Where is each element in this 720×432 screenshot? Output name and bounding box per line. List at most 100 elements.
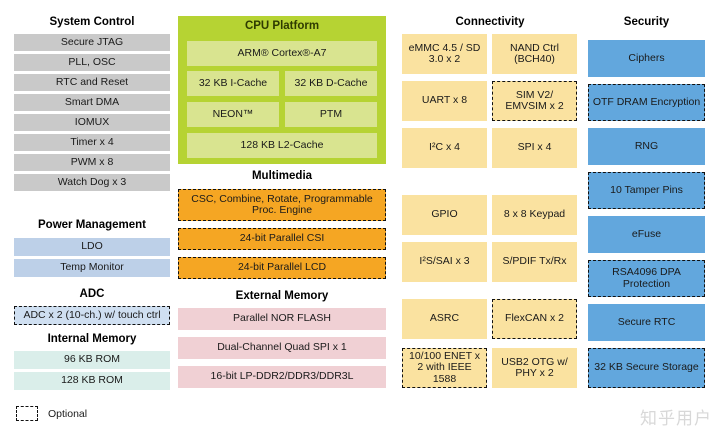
- block-secure-jtag[interactable]: Secure JTAG: [14, 34, 170, 51]
- block-label: RNG: [634, 139, 659, 152]
- block-parallel-nor-flash[interactable]: Parallel NOR FLASH: [178, 308, 386, 330]
- block-arm-cortex-a7[interactable]: ARM® Cortex®-A7: [187, 41, 377, 66]
- block-d-cache[interactable]: 32 KB D-Cache: [285, 71, 377, 96]
- block-label: 16-bit LP-DDR2/DDR3/DDR3L: [210, 370, 354, 383]
- block-adc[interactable]: ADC x 2 (10-ch.) w/ touch ctrl: [14, 306, 170, 325]
- block-label: 24-bit Parallel LCD: [237, 261, 327, 274]
- block-label: 24-bit Parallel CSI: [239, 232, 325, 245]
- block-rsa4096-dpa-protection[interactable]: RSA4096 DPA Protection: [588, 260, 705, 297]
- block-label: Smart DMA: [64, 95, 120, 108]
- block-label: SIM V2/ EMVSIM x 2: [505, 88, 564, 112]
- block-label: 32 KB D-Cache: [294, 76, 368, 89]
- block-tamper-pins[interactable]: 10 Tamper Pins: [588, 172, 705, 209]
- block-label: Dual-Channel Quad SPI x 1: [217, 341, 347, 354]
- block-asrc[interactable]: ASRC: [402, 299, 487, 339]
- block-csc-combine-rotate-ppe[interactable]: CSC, Combine, Rotate, Programmable Proc.…: [178, 189, 386, 221]
- block-emmc-sd[interactable]: eMMC 4.5 / SD 3.0 x 2: [402, 34, 487, 74]
- block-watch-dog[interactable]: Watch Dog x 3: [14, 174, 170, 191]
- block-label: I²S/SAI x 3: [419, 255, 470, 268]
- block-ldo[interactable]: LDO: [14, 238, 170, 256]
- group-title-cpu-platform: CPU Platform: [244, 20, 320, 32]
- block-spdif[interactable]: S/PDIF Tx/Rx: [492, 242, 577, 282]
- block-enet[interactable]: 10/100 ENET x 2 with IEEE 1588: [402, 348, 487, 388]
- group-title-system-control: System Control: [49, 16, 135, 28]
- block-quad-spi[interactable]: Dual-Channel Quad SPI x 1: [178, 337, 386, 359]
- block-label: 96 KB ROM: [63, 353, 121, 366]
- block-label: Secure RTC: [617, 315, 676, 328]
- group-title-adc: ADC: [79, 288, 105, 300]
- block-label: Watch Dog x 3: [57, 175, 127, 188]
- block-gpio[interactable]: GPIO: [402, 195, 487, 235]
- block-label: eMMC 4.5 / SD 3.0 x 2: [408, 41, 481, 65]
- block-label: RTC and Reset: [55, 75, 129, 88]
- block-label: 8 x 8 Keypad: [503, 208, 566, 221]
- block-label: PWM x 8: [70, 155, 114, 168]
- block-128kb-rom[interactable]: 128 KB ROM: [14, 372, 170, 390]
- block-flexcan[interactable]: FlexCAN x 2: [492, 299, 577, 339]
- block-keypad[interactable]: 8 x 8 Keypad: [492, 195, 577, 235]
- block-label: USB2 OTG w/ PHY x 2: [501, 355, 568, 379]
- group-title-security: Security: [623, 16, 670, 28]
- block-temp-monitor[interactable]: Temp Monitor: [14, 259, 170, 277]
- block-ciphers[interactable]: Ciphers: [588, 40, 705, 77]
- block-secure-storage[interactable]: 32 KB Secure Storage: [588, 348, 705, 388]
- block-label: Parallel NOR FLASH: [232, 312, 332, 325]
- block-label: RSA4096 DPA Protection: [612, 266, 681, 290]
- block-label: Secure JTAG: [60, 35, 124, 48]
- block-label: Ciphers: [628, 51, 665, 64]
- block-label: 32 KB I-Cache: [198, 76, 268, 89]
- block-spi[interactable]: SPI x 4: [492, 128, 577, 168]
- block-label: PLL, OSC: [68, 55, 116, 68]
- block-sim-emvsim[interactable]: SIM V2/ EMVSIM x 2: [492, 81, 577, 121]
- block-label: FlexCAN x 2: [505, 312, 564, 325]
- block-i2s-sai[interactable]: I²S/SAI x 3: [402, 242, 487, 282]
- watermark: 知乎用户: [640, 409, 712, 429]
- block-label: SPI x 4: [517, 141, 552, 154]
- block-label: PTM: [319, 107, 343, 120]
- block-label: ASRC: [429, 312, 460, 325]
- block-secure-rtc[interactable]: Secure RTC: [588, 304, 705, 341]
- block-neon[interactable]: NEON™: [187, 102, 279, 127]
- block-l2-cache[interactable]: 128 KB L2-Cache: [187, 133, 377, 158]
- block-label: OTF DRAM Encryption: [592, 95, 701, 108]
- block-label: eFuse: [631, 227, 662, 240]
- block-i2c[interactable]: I²C x 4: [402, 128, 487, 168]
- block-pll-osc[interactable]: PLL, OSC: [14, 54, 170, 71]
- block-timer[interactable]: Timer x 4: [14, 134, 170, 151]
- block-rtc-and-reset[interactable]: RTC and Reset: [14, 74, 170, 91]
- block-label: S/PDIF Tx/Rx: [502, 255, 567, 268]
- block-label: Timer x 4: [70, 135, 114, 148]
- block-label: NEON™: [212, 107, 254, 120]
- block-pwm[interactable]: PWM x 8: [14, 154, 170, 171]
- legend-optional-label: Optional: [48, 408, 88, 420]
- group-title-internal-memory: Internal Memory: [47, 333, 137, 345]
- group-title-external-memory: External Memory: [235, 290, 329, 302]
- block-nand-ctrl[interactable]: NAND Ctrl (BCH40): [492, 34, 577, 74]
- block-label: I²C x 4: [429, 141, 460, 154]
- block-label: UART x 8: [421, 94, 468, 107]
- block-parallel-csi[interactable]: 24-bit Parallel CSI: [178, 228, 386, 250]
- block-label: GPIO: [431, 208, 458, 221]
- block-label: ARM® Cortex®-A7: [237, 46, 327, 59]
- group-title-multimedia: Multimedia: [251, 170, 313, 182]
- block-rng[interactable]: RNG: [588, 128, 705, 165]
- group-title-connectivity: Connectivity: [455, 16, 525, 28]
- block-otf-dram-encryption[interactable]: OTF DRAM Encryption: [588, 84, 705, 121]
- block-96kb-rom[interactable]: 96 KB ROM: [14, 351, 170, 369]
- block-label: 10/100 ENET x 2 with IEEE 1588: [408, 349, 480, 385]
- group-title-power-management: Power Management: [38, 219, 146, 231]
- block-iomux[interactable]: IOMUX: [14, 114, 170, 131]
- block-label: ADC x 2 (10-ch.) w/ touch ctrl: [23, 308, 161, 321]
- block-smart-dma[interactable]: Smart DMA: [14, 94, 170, 111]
- block-label: LDO: [81, 240, 103, 253]
- block-parallel-lcd[interactable]: 24-bit Parallel LCD: [178, 257, 386, 279]
- block-i-cache[interactable]: 32 KB I-Cache: [187, 71, 279, 96]
- block-usb2-otg[interactable]: USB2 OTG w/ PHY x 2: [492, 348, 577, 388]
- block-ptm[interactable]: PTM: [285, 102, 377, 127]
- block-efuse[interactable]: eFuse: [588, 216, 705, 253]
- block-label: 128 KB L2-Cache: [240, 138, 324, 151]
- block-label: CSC, Combine, Rotate, Programmable Proc.…: [191, 192, 373, 216]
- block-uart[interactable]: UART x 8: [402, 81, 487, 121]
- block-label: NAND Ctrl (BCH40): [510, 41, 559, 65]
- block-lp-ddr[interactable]: 16-bit LP-DDR2/DDR3/DDR3L: [178, 366, 386, 388]
